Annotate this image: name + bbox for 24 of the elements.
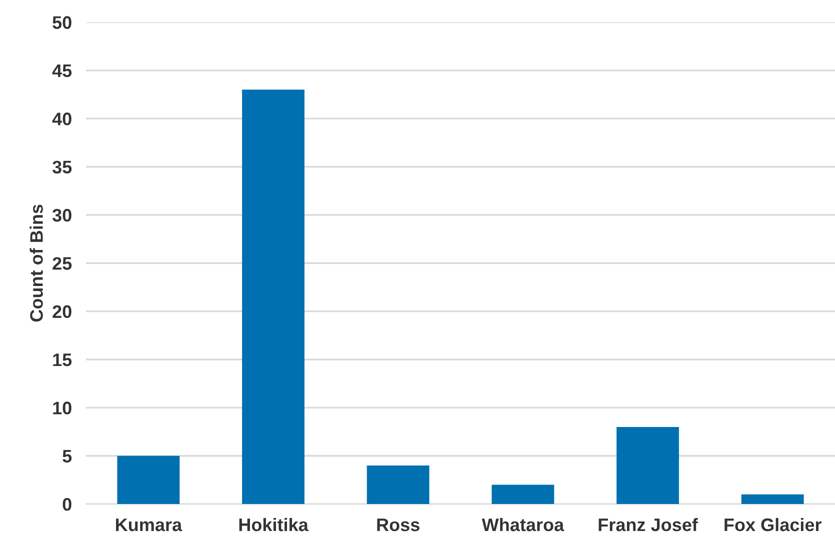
y-tick-label: 45 <box>52 64 72 78</box>
x-tick-label: Whataroa <box>482 518 564 532</box>
y-tick-label: 50 <box>52 16 72 29</box>
bar <box>242 90 304 504</box>
y-tick-label: 20 <box>52 305 72 318</box>
y-tick-label: 30 <box>52 208 72 222</box>
y-tick-label: 15 <box>53 354 72 366</box>
y-axis-title: Count of Bins <box>30 204 43 322</box>
y-tick-label: 10 <box>53 402 72 414</box>
y-tick-label: 5 <box>62 450 72 463</box>
bar <box>366 466 430 504</box>
x-tick-label: Fox Glacier <box>724 518 822 532</box>
bar <box>492 484 554 504</box>
bar <box>741 494 804 504</box>
bar <box>117 456 180 504</box>
x-tick-label: Ross <box>377 518 420 532</box>
x-tick-label: Franz Josef <box>598 518 698 532</box>
y-tick-label: 0 <box>62 498 72 511</box>
x-tick-label: Hokitika <box>239 518 308 532</box>
bar <box>616 426 679 504</box>
y-tick-label: 25 <box>52 257 72 270</box>
y-tick-label: 35 <box>52 160 72 174</box>
y-tick-label: 40 <box>52 112 72 126</box>
x-tick-label: Kumara <box>116 518 182 532</box>
